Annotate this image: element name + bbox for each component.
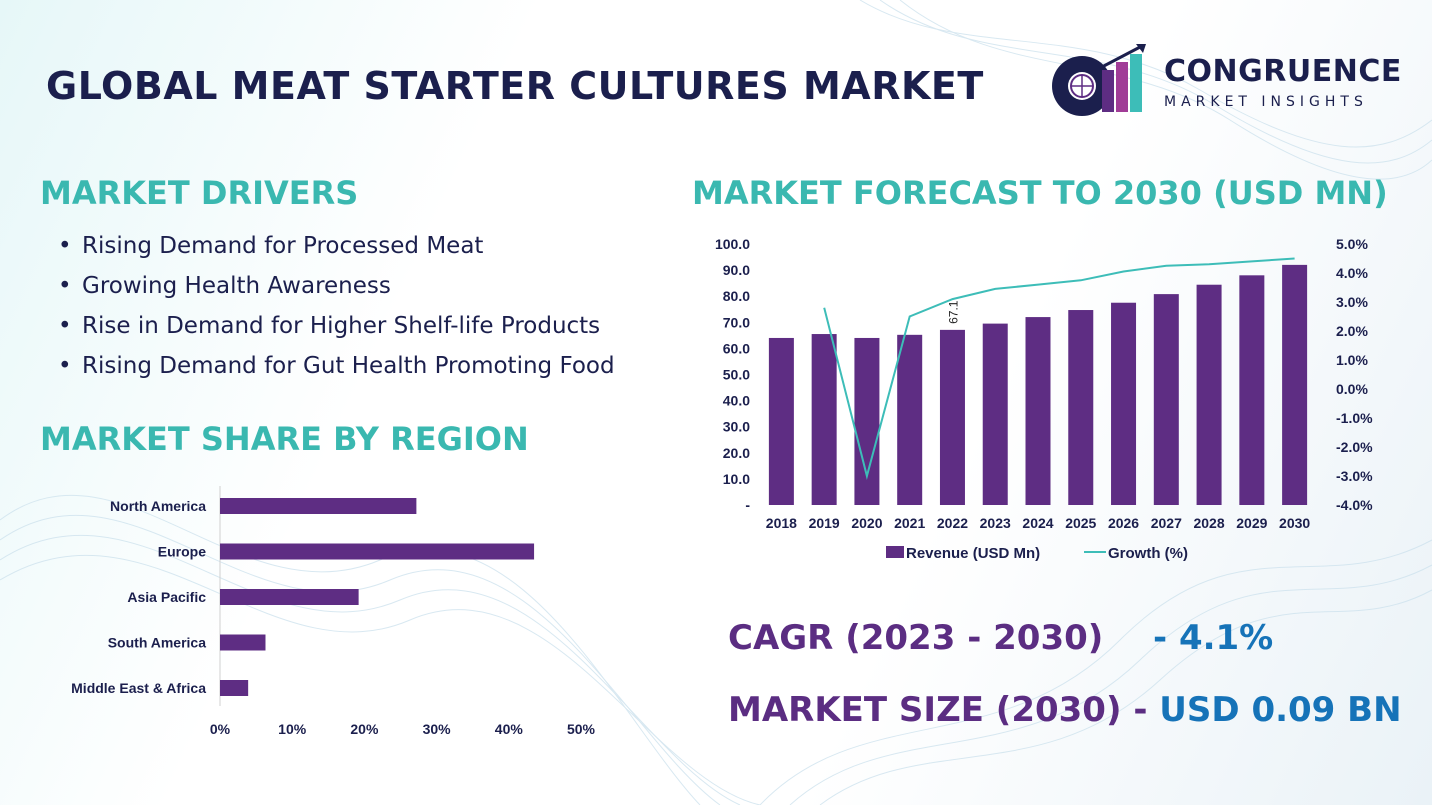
share-title: MARKET SHARE BY REGION [40,420,529,458]
x-tick-label: 2025 [1065,515,1096,531]
bullet-icon: • [58,273,72,299]
list-item: • Growing Health Awareness [58,268,615,308]
driver-text: Rising Demand for Processed Meat [82,233,484,259]
revenue-bar [897,334,923,505]
logo-name: CONGRUENCE [1164,54,1402,89]
y-tick-label-left: 80.0 [723,288,750,304]
driver-text: Rise in Demand for Higher Shelf-life Pro… [82,313,601,339]
page-title: GLOBAL MEAT STARTER CULTURES MARKET [46,64,984,108]
category-label: Europe [158,544,206,560]
y-tick-label-right: 0.0% [1336,381,1368,397]
revenue-bar [854,337,880,505]
category-label: South America [108,635,206,651]
growth-line [823,257,1295,480]
revenue-bar [811,334,837,505]
driver-text: Rising Demand for Gut Health Promoting F… [82,353,615,379]
cagr-kpi: CAGR (2023 - 2030) - 4.1% [728,618,1273,658]
market-size-label: MARKET SIZE (2030) - [728,690,1148,730]
x-tick-label: 2030 [1279,515,1310,531]
revenue-bar [1282,264,1308,505]
bullet-icon: • [58,233,72,259]
driver-text: Growing Health Awareness [82,273,391,299]
y-tick-label-right: -1.0% [1336,410,1373,426]
y-tick-label-left: 10.0 [723,471,750,487]
y-tick-label-left: 40.0 [723,393,750,409]
x-tick-label: 2019 [809,515,840,531]
x-tick-label: 30% [423,721,452,737]
y-tick-label-left: 20.0 [723,445,750,461]
legend-swatch-revenue [886,546,904,558]
y-tick-label-right: 4.0% [1336,265,1368,281]
y-tick-label-left: 30.0 [723,419,750,435]
bullet-icon: • [58,313,72,339]
y-tick-label-left: 60.0 [723,340,750,356]
market-size-kpi: MARKET SIZE (2030) - USD 0.09 BN [728,690,1402,730]
y-tick-label-right: -4.0% [1336,497,1373,513]
market-size-value: USD 0.09 BN [1159,690,1402,730]
revenue-bar [939,329,965,505]
forecast-title: MARKET FORECAST TO 2030 (USD MN) [692,174,1388,212]
x-tick-label: 2024 [1022,515,1053,531]
x-tick-label: 20% [350,721,379,737]
y-tick-label-right: -2.0% [1336,439,1373,455]
list-item: • Rising Demand for Processed Meat [58,228,615,268]
x-tick-label: 2023 [980,515,1011,531]
x-tick-label: 0% [210,721,231,737]
y-tick-label-left: 70.0 [723,314,750,330]
revenue-bar [982,323,1008,505]
logo-mark-icon [1052,44,1146,116]
revenue-bar [1025,317,1051,505]
y-tick-label-left: 100.0 [715,236,750,252]
forecast-chart: - 10.0 20.0 30.0 40.0 50.0 60.0 70.0 80.0 90.0 100… [715,236,1373,562]
y-tick-label-right: 3.0% [1336,294,1368,310]
revenue-bar [1068,310,1094,505]
bar [220,634,266,651]
y-tick-label-right: 1.0% [1336,352,1368,368]
y-tick-label-left: 90.0 [723,262,750,278]
legend-label-growth: Growth (%) [1108,545,1188,562]
list-item: • Rise in Demand for Higher Shelf-life Pr… [58,308,615,348]
x-tick-label: 2020 [851,515,882,531]
drivers-title: MARKET DRIVERS [40,174,359,212]
region-share-chart: North America Europe Asia Pacific South Ame… [71,486,596,737]
y-tick-label-right: -3.0% [1336,468,1373,484]
x-tick-label: 2029 [1236,515,1267,531]
y-tick-label-left: 50.0 [723,367,750,383]
x-tick-label: 2021 [894,515,925,531]
x-tick-label: 2018 [766,515,797,531]
x-tick-label: 2026 [1108,515,1139,531]
bar [220,680,249,696]
category-label: North America [110,498,206,514]
category-label: Middle East & Africa [71,680,206,696]
list-item: • Rising Demand for Gut Health Promoting … [58,348,615,388]
revenue-bar [768,337,794,505]
revenue-bar [1196,284,1222,505]
bar [220,543,535,560]
data-label: 67.1 [946,300,960,324]
revenue-bar [1239,275,1265,505]
x-tick-label: 2027 [1151,515,1182,531]
bullet-icon: • [58,353,72,379]
x-tick-label: 2028 [1193,515,1224,531]
revenue-bar [1153,294,1179,505]
x-tick-label: 10% [278,721,307,737]
brand-logo: CONGRUENCE MARKET INSIGHTS [1044,40,1404,120]
cagr-label: CAGR (2023 - 2030) [728,618,1104,658]
x-tick-label: 40% [495,721,524,737]
bar [220,498,417,514]
logo-tagline: MARKET INSIGHTS [1164,94,1368,110]
bar [220,589,359,605]
x-tick-label: 50% [567,721,596,737]
revenue-bar [1111,302,1137,505]
category-label: Asia Pacific [127,589,206,605]
legend-label-revenue: Revenue (USD Mn) [906,545,1040,562]
x-tick-label: 2022 [937,515,968,531]
y-tick-label-right: 2.0% [1336,323,1368,339]
cagr-value: - 4.1% [1153,618,1274,658]
drivers-list: • Rising Demand for Processed Meat • Growi… [58,228,615,388]
y-tick-label-left: - [745,497,750,513]
y-tick-label-right: 5.0% [1336,236,1368,252]
